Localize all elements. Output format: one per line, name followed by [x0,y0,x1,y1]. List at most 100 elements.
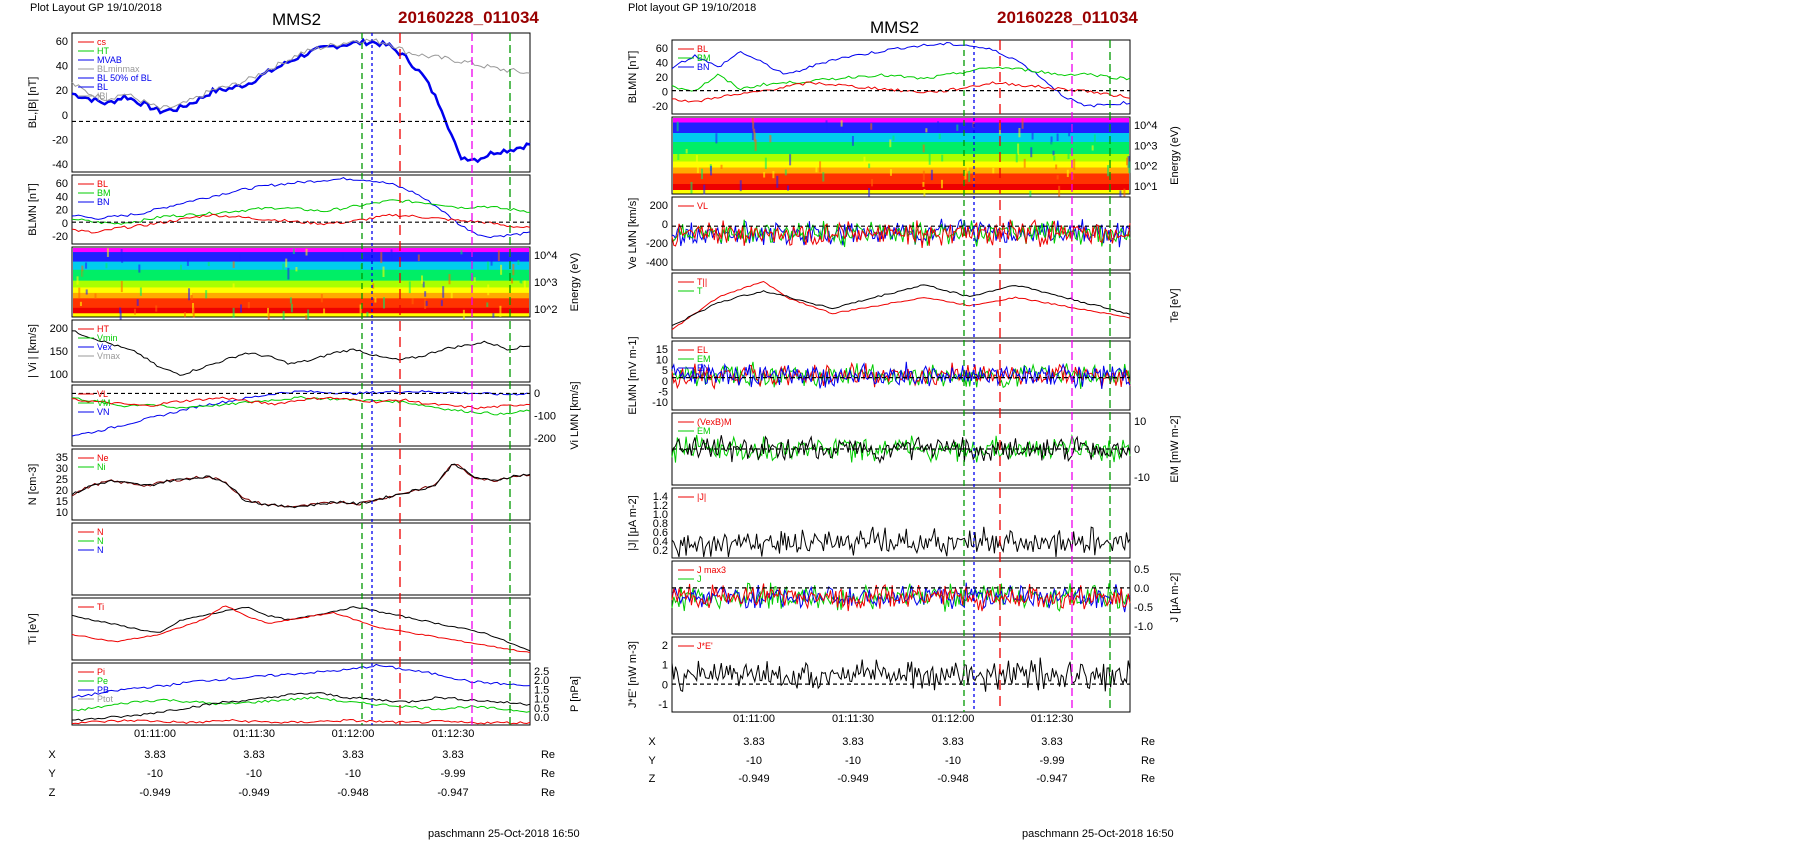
panel-left-2-spectrogram-speck [411,298,414,305]
panel-right-1-spectrogram-speck [922,181,925,187]
panel-right-5-tick-label-1: 0 [1134,444,1140,456]
panel-left-2-spectrogram-speck [207,261,210,267]
panel-left-3-ylabel: | Vi | [km/s] [27,324,39,378]
position-unit-left-0: Re [541,749,555,761]
position-value-right-0-1: 3.83 [842,736,863,748]
position-value-left-1-1: -10 [246,768,262,780]
panel-right-1-spectrogram-speck [925,128,928,133]
panel-right-1-spectrogram-speck [754,139,757,152]
panel-left-2-ylabel: Energy (eV) [569,253,581,312]
panel-right-3-ylabel: Te [eV] [1169,288,1181,322]
panel-right-1-spectrogram-speck [870,123,873,130]
panel-left-2-spectrogram-speck [512,263,515,276]
panel-left-2-spectrogram-speck [422,281,425,288]
panel-left-0-tick-label-1: 40 [56,61,68,73]
panel-right-1-spectrogram-speck [940,179,943,189]
panel-right-1-spectrogram-speck [715,133,718,144]
panel-left-2-spectrogram-band-2 [73,261,529,271]
panel-left-2-spectrogram-speck [121,252,124,263]
panel-right-8-tick-label-0: 2 [662,640,668,652]
panel-left-2-spectrogram-speck [511,278,514,284]
panel-right-8-tick-label-3: -1 [658,699,668,711]
panel-left-4-series-0 [71,390,531,437]
panel-left-0-legend-label-3: BLminmax [97,64,140,74]
left-signature: paschmann 25-Oct-2018 16:50 [428,828,580,840]
panel-right-6-tick-label-1: 1.2 [653,500,668,512]
panel-left-2-spectrogram-speck [305,248,308,256]
panel-right-1-spectrogram-speck [753,132,756,142]
panel-right-6-tick-label-0: 1.4 [653,491,668,503]
panel-right-1-spectrogram-speck [772,171,775,179]
panel-right-1-tick-label-2: 10^2 [1134,161,1158,173]
panel-right-1-spectrogram-speck [889,169,892,176]
panel-left-2-spectrogram-speck [366,311,369,317]
position-value-right-2-3: -0.947 [1036,773,1067,785]
panel-right-1-spectrogram-speck [1107,165,1110,177]
panel-left-2-spectrogram-speck [486,302,489,307]
panel-right-1-spectrogram-speck [784,169,787,176]
panel-left-2-spectrogram-speck [133,308,136,315]
panel-left-8-series-2 [72,692,531,722]
panel-right-0-frame [671,39,1131,115]
position-value-left-0-1: 3.83 [243,749,264,761]
panel-right-1-spectrogram-speck [787,185,790,191]
panel-right-0-tick-label-0: 60 [656,43,668,55]
panel-left-3-legend-label-3: Vmax [97,351,121,361]
panel-right-1-spectrogram-speck [685,148,688,154]
panel-left-2-spectrogram-band-1 [73,252,529,263]
panel-right-6-frame [671,487,1131,559]
right-event-id: 20160228_011034 [997,8,1138,27]
panel-left-2-spectrogram-speck [341,252,344,259]
panel-left-8-series-3 [71,718,531,725]
panel-right-1-spectrogram-speck [1066,169,1069,178]
panel-left-2-spectrogram-speck [382,297,385,309]
panel-left-2-spectrogram-speck [287,267,290,280]
panel-left-2-spectrogram-speck [440,300,443,307]
panel-right-5-ylabel: EM [mW m-2] [1169,415,1181,482]
position-row-label-right-2: Z [649,773,656,785]
panel-left-4-legend-label-0: VL [97,389,108,399]
panel-left-1-ylabel: BLMN [nT] [27,183,39,236]
panel-left-2-spectrogram-speck [179,264,182,272]
panel-right-4-tick-label-0: 15 [656,344,668,356]
panel-right-1-spectrogram-speck [1050,136,1053,145]
position-value-left-0-3: 3.83 [442,749,463,761]
panel-left-2-spectrogram-speck [307,309,310,322]
panel-left-2-spectrogram-speck [360,264,363,275]
panel-left-2-spectrogram-speck [120,280,123,293]
panel-right-3-legend-label-0: T|| [697,277,707,287]
position-row-label-right-0: X [648,736,656,748]
panel-left-2-spectrogram-speck [186,258,189,266]
panel-right-0-legend-label-0: BL [697,44,708,54]
panel-right-0-tick-label-3: 0 [662,87,668,99]
panel-left-4-legend-label-1: VM [97,398,111,408]
panel-right-1-spectrogram-band-2 [673,133,1129,143]
panel-right-4-tick-label-3: 0 [662,376,668,388]
panel-right-7-tick-label-1: 0.0 [1134,583,1149,595]
panel-left-6-frame [71,522,531,596]
panel-right-1-spectrogram-speck [923,189,926,197]
time-tick-left-1: 01:11:30 [233,728,275,740]
panel-right-7-legend-label-1: J [697,574,702,584]
position-unit-right-0: Re [1141,736,1155,748]
panel-right-6-ylabel: |J| [μA m-2] [627,495,639,550]
panel-right-1-spectrogram-speck [1126,157,1129,166]
panel-left-2-spectrogram-speck [289,297,292,304]
panel-left-5-tick-label-3: 20 [56,485,68,497]
panel-right-1-spectrogram-speck [720,164,723,169]
panel-left-2-spectrogram-speck [136,299,139,306]
panel-right-1-ylabel: Energy (eV) [1169,126,1181,185]
panel-left-4-frame [71,384,531,447]
panel-left-7-ylabel: Ti [eV] [27,613,39,644]
panel-right-7-tick-label-2: -0.5 [1134,602,1153,614]
panel-right-1-spectrogram-speck [1031,131,1034,140]
position-unit-left-2: Re [541,787,555,799]
panel-left-4-series-2 [71,396,531,410]
panel-right-5-tick-label-2: -10 [1134,472,1150,484]
panel-left-2-spectrogram-speck [139,287,142,296]
panel-right-4-legend-label-2: EN [697,363,710,373]
panel-left-1-legend-label-2: BN [97,197,110,207]
panel-left-3-legend-label-2: Vex [97,342,113,352]
panel-right-1-spectrogram-band-1 [673,122,1129,134]
panel-right-1-spectrogram-speck [892,135,895,141]
